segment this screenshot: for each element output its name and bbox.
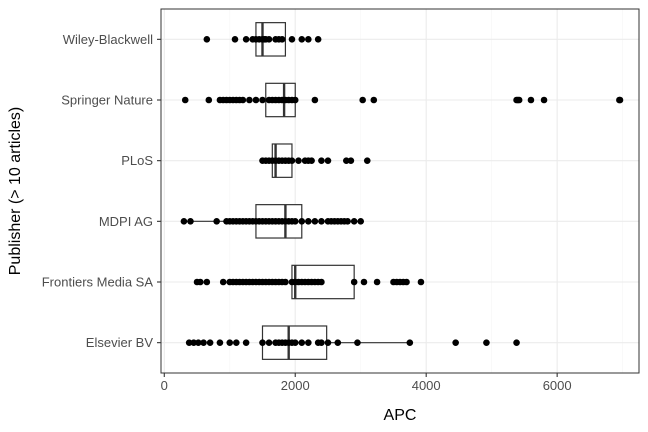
panel-border [160, 8, 640, 374]
data-point [344, 218, 351, 225]
data-point [370, 96, 378, 104]
data-point [278, 36, 286, 43]
data-point [203, 36, 211, 43]
data-point [200, 339, 207, 346]
data-point [231, 36, 239, 43]
data-point [288, 36, 296, 43]
data-point [242, 36, 250, 43]
data-point [515, 96, 523, 104]
x-axis-title: APC [384, 407, 417, 424]
data-point [305, 218, 312, 225]
y-tick-label: Wiley-Blackwell [63, 32, 153, 47]
data-point [311, 218, 319, 225]
data-point [226, 339, 234, 346]
y-tick-label: Springer Nature [61, 93, 153, 108]
grid [161, 9, 639, 373]
axes: 0 2000 4000 6000 Wiley-Blackwell Springer Nat… [42, 32, 572, 393]
data-point [282, 278, 289, 286]
data-point [196, 278, 204, 286]
data-point [324, 157, 332, 164]
data-point [298, 218, 306, 225]
data-point [181, 96, 189, 104]
data-point [360, 278, 368, 286]
data-point [265, 36, 273, 43]
data-point [347, 157, 355, 164]
data-point [213, 218, 220, 225]
data-points [180, 36, 624, 346]
data-point [527, 96, 535, 104]
data-point [180, 218, 188, 225]
data-point [206, 339, 214, 346]
data-point [195, 339, 202, 346]
data-point [324, 339, 332, 346]
data-point [242, 339, 250, 346]
y-tick-label: PLoS [121, 153, 153, 168]
data-point [354, 339, 361, 346]
data-point [318, 218, 325, 225]
data-point [403, 278, 410, 286]
y-axis-title: Publisher (> 10 articles) [7, 107, 24, 276]
data-point [216, 339, 224, 346]
data-point [298, 36, 306, 43]
data-point [350, 218, 358, 225]
data-point [187, 218, 194, 225]
data-point [343, 157, 350, 164]
data-point [452, 339, 459, 346]
data-point [205, 96, 213, 104]
data-point [357, 218, 365, 225]
data-point [373, 278, 381, 286]
data-point [334, 339, 342, 346]
data-point [406, 339, 414, 346]
data-point [616, 96, 624, 104]
data-point [203, 278, 211, 286]
data-point [311, 96, 319, 104]
data-point [291, 218, 299, 225]
data-point [185, 339, 193, 346]
data-point [363, 157, 371, 164]
data-point [308, 157, 315, 164]
data-point [540, 96, 548, 104]
data-point [350, 278, 358, 286]
data-point [288, 157, 296, 164]
data-point [305, 339, 312, 346]
x-tick-label: 4000 [412, 378, 441, 393]
data-point [513, 339, 520, 346]
data-point [246, 96, 253, 104]
data-point [318, 157, 325, 164]
data-point [259, 339, 266, 346]
data-point [305, 36, 312, 43]
data-point [190, 339, 198, 346]
data-point [219, 278, 227, 286]
x-tick-label: 6000 [543, 378, 572, 393]
data-point [295, 157, 302, 164]
data-point [314, 36, 322, 43]
data-point [318, 278, 325, 286]
y-tick-label: Frontiers Media SA [42, 275, 154, 290]
data-point [239, 96, 247, 104]
data-point [233, 339, 240, 346]
x-tick-label: 2000 [281, 378, 310, 393]
y-tick-label: Elsevier BV [86, 335, 154, 350]
x-tick-label: 0 [161, 378, 168, 393]
data-point [259, 96, 266, 104]
data-point [318, 339, 325, 346]
data-point [483, 339, 490, 346]
data-point [252, 96, 260, 104]
data-point [291, 96, 299, 104]
data-point [265, 339, 273, 346]
y-tick-label: MDPI AG [99, 214, 153, 229]
panel-background [161, 9, 639, 373]
data-point [417, 278, 425, 286]
data-point [291, 339, 299, 346]
data-point [298, 339, 306, 346]
data-point [359, 96, 366, 104]
